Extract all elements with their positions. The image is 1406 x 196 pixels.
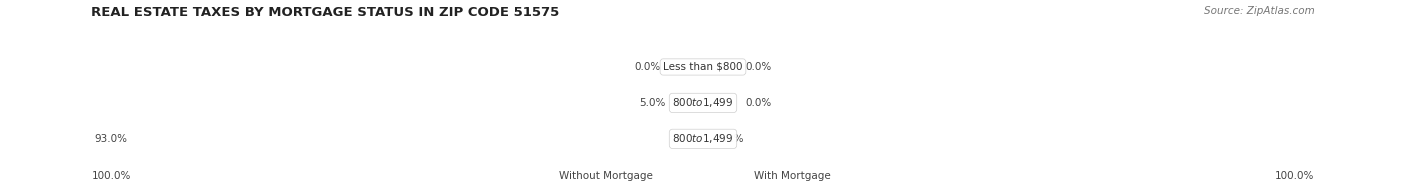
Text: REAL ESTATE TAXES BY MORTGAGE STATUS IN ZIP CODE 51575: REAL ESTATE TAXES BY MORTGAGE STATUS IN … <box>91 6 560 19</box>
Text: 0.0%: 0.0% <box>745 62 772 72</box>
Text: Without Mortgage: Without Mortgage <box>558 171 652 181</box>
Text: 100.0%: 100.0% <box>91 171 131 181</box>
Text: $800 to $1,499: $800 to $1,499 <box>672 96 734 109</box>
Text: 0.0%: 0.0% <box>634 62 661 72</box>
Text: 5.0%: 5.0% <box>638 98 665 108</box>
Text: With Mortgage: With Mortgage <box>754 171 831 181</box>
Text: 93.0%: 93.0% <box>94 134 127 144</box>
Text: Source: ZipAtlas.com: Source: ZipAtlas.com <box>1204 6 1315 16</box>
Text: Less than $800: Less than $800 <box>664 62 742 72</box>
Text: 1.2%: 1.2% <box>717 134 744 144</box>
Text: 0.0%: 0.0% <box>745 98 772 108</box>
Text: $800 to $1,499: $800 to $1,499 <box>672 132 734 145</box>
Text: 100.0%: 100.0% <box>1275 171 1315 181</box>
